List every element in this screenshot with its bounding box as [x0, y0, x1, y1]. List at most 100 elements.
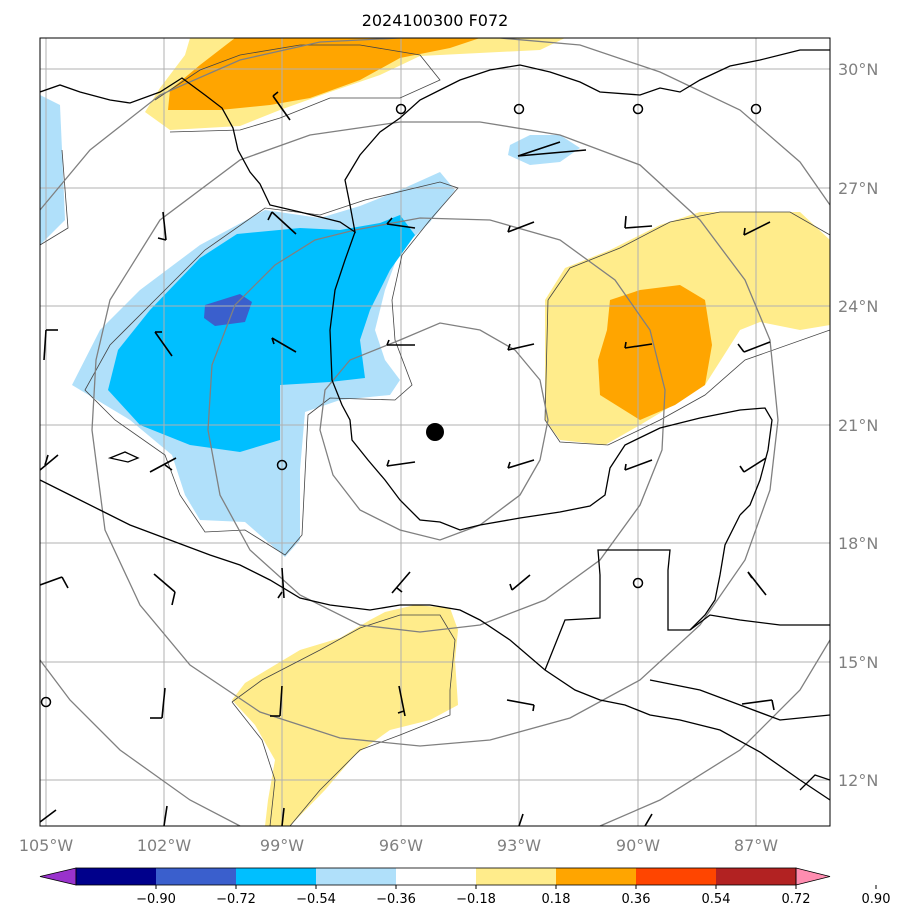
colorbar-segment [76, 868, 157, 885]
graticule [40, 38, 830, 826]
colorbar-segment [636, 868, 717, 885]
calm-wind-markers [40, 103, 762, 708]
wind-barb [40, 454, 59, 471]
wind-barb [391, 571, 411, 594]
wind-barb [624, 459, 653, 471]
colorbar-segment [396, 868, 477, 885]
longitude-labels: 105°W 102°W 99°W 96°W 93°W 90°W 87°W [19, 836, 778, 855]
calm-circle [632, 577, 644, 589]
lon-label-105w: 105°W [19, 836, 74, 855]
colorbar-segment [316, 868, 397, 885]
central-america-inland [649, 679, 830, 721]
wind-barb [150, 687, 166, 719]
wind-barb [741, 699, 775, 711]
colorbar-tick-label: 0.36 [622, 892, 651, 907]
lat-label-24n: 24°N [838, 297, 878, 316]
colorbar-extend-low [39, 867, 77, 886]
wind-barbs [40, 91, 775, 826]
negative-anomaly-east-small [508, 135, 580, 165]
colorbar-tick-label: 0.18 [542, 892, 571, 907]
wind-barb [624, 215, 653, 229]
wind-barb [40, 576, 69, 589]
colorbar-tick-label: −0.90 [136, 892, 176, 907]
wind-barb [507, 343, 535, 351]
lat-label-21n: 21°N [838, 416, 878, 435]
colorbar-tick-label: −0.36 [376, 892, 416, 907]
strong-positive-anomaly-north [168, 38, 480, 110]
colorbar: −0.90 −0.72 −0.54 −0.36 −0.18 0.18 0.36 0.54 0.7… [39, 867, 891, 907]
wind-barb [163, 805, 168, 826]
lon-label-102w: 102°W [137, 836, 192, 855]
wind-barb [386, 217, 416, 229]
wind-barb [518, 813, 524, 826]
wind-barb [386, 339, 415, 346]
wind-barb [737, 341, 771, 353]
colorbar-segment [476, 868, 557, 885]
colorbar-frame [75, 867, 797, 886]
wind-barb [267, 211, 297, 235]
lat-label-18n: 18°N [838, 534, 878, 553]
guatemala-border [544, 549, 690, 671]
strong-negative-anomaly-central [108, 215, 415, 452]
mexico-gulf-coast [329, 231, 773, 531]
calm-circle [513, 103, 525, 115]
cuba-yucatan-east [689, 514, 741, 631]
colorbar-extend-high [795, 867, 831, 886]
wind-barb [506, 699, 535, 712]
calm-circle [395, 103, 407, 115]
wind-barb [270, 685, 283, 717]
wind-barb [509, 574, 531, 591]
colorbar-tick-label: −0.18 [456, 892, 496, 907]
colorbar-segment [236, 868, 317, 885]
wind-barb [40, 809, 57, 823]
wind-barb [271, 337, 297, 353]
wind-barb [507, 459, 535, 469]
lon-label-93w: 93°W [497, 836, 541, 855]
wind-barb [153, 573, 176, 606]
wind-barb [644, 813, 653, 826]
negative-anomaly-west-edge [40, 95, 65, 245]
wind-barb [747, 571, 767, 596]
mexico-pacific-coast [40, 479, 830, 801]
map-title: 2024100300 F072 [362, 11, 509, 30]
wind-barb [154, 331, 173, 357]
lon-label-96w: 96°W [379, 836, 423, 855]
wind-barb [281, 807, 285, 826]
wind-barb [277, 567, 285, 599]
wind-barb [739, 457, 767, 473]
lat-label-12n: 12°N [838, 771, 878, 790]
positive-anomaly-south [232, 605, 458, 826]
latitude-labels: 30°N 27°N 24°N 21°N 18°N 15°N 12°N [838, 60, 878, 790]
wind-barb [149, 457, 177, 473]
colorbar-tick-label: 0.90 [862, 892, 891, 907]
calm-circle [40, 696, 52, 708]
calm-circle [750, 103, 762, 115]
map-frame [39, 37, 831, 827]
wind-barb [743, 221, 771, 236]
colorbar-segment [156, 868, 237, 885]
colorbar-segment [556, 868, 637, 885]
map-content [40, 38, 830, 826]
wind-barb [397, 685, 406, 717]
wind-barb [43, 329, 58, 361]
colorbar-tick-label: 0.72 [782, 892, 811, 907]
storm-center-marker [426, 423, 444, 441]
colorbar-segment [716, 868, 797, 885]
wind-barb [157, 211, 167, 241]
lat-label-27n: 27°N [838, 179, 878, 198]
lat-label-30n: 30°N [838, 60, 878, 79]
calm-circle [276, 459, 288, 471]
lon-label-99w: 99°W [260, 836, 304, 855]
lon-label-87w: 87°W [734, 836, 778, 855]
wind-barb [517, 141, 587, 157]
cuba-west [799, 774, 830, 791]
colorbar-tick-label: 0.54 [702, 892, 731, 907]
coastlines [40, 49, 830, 801]
us-gulf-coast [40, 49, 830, 234]
calm-circle [632, 103, 644, 115]
lon-label-90w: 90°W [616, 836, 660, 855]
very-strong-negative-anomaly [204, 294, 252, 326]
contour-lines [40, 44, 830, 826]
central-america-coast [689, 614, 830, 631]
